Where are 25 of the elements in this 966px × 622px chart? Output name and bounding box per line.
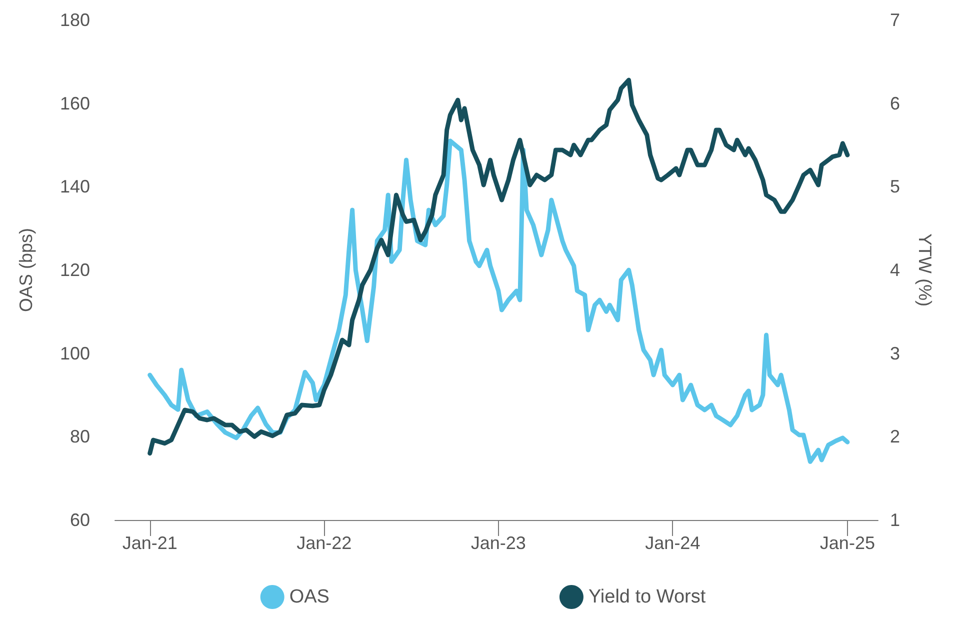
y2-tick-label: 1 bbox=[890, 510, 900, 530]
y-tick-label: 60 bbox=[70, 510, 90, 530]
y-tick-label: 100 bbox=[60, 343, 90, 364]
y2-tick-label: 5 bbox=[890, 176, 900, 197]
legend-label: Yield to Worst bbox=[588, 586, 706, 608]
y2-tick-label: 3 bbox=[890, 343, 900, 364]
y-tick-label: 80 bbox=[70, 426, 90, 447]
y2-tick-label: 7 bbox=[890, 10, 900, 30]
line-series bbox=[148, 138, 850, 464]
y-tick-label: 160 bbox=[60, 93, 90, 114]
y-axis-title: OAS (bps) bbox=[16, 228, 36, 312]
y2-tick-label: 6 bbox=[890, 93, 900, 114]
y2-tick-label: 4 bbox=[890, 260, 900, 280]
x-tick-label: Jan-24 bbox=[645, 533, 700, 553]
y-tick-label: 120 bbox=[60, 260, 90, 280]
y2-tick-label: 2 bbox=[890, 426, 900, 447]
x-tick-label: Jan-22 bbox=[296, 533, 352, 553]
x-tick-label: Jan-25 bbox=[820, 533, 875, 553]
x-tick-label: Jan-21 bbox=[122, 533, 178, 553]
line-series bbox=[148, 78, 850, 456]
legend-label: OAS bbox=[289, 586, 330, 608]
y2-axis-title: YTW (%) bbox=[915, 234, 935, 306]
y-tick-label: 140 bbox=[60, 176, 90, 197]
y-tick-label: 180 bbox=[60, 10, 90, 30]
x-tick-label: Jan-23 bbox=[470, 533, 526, 553]
